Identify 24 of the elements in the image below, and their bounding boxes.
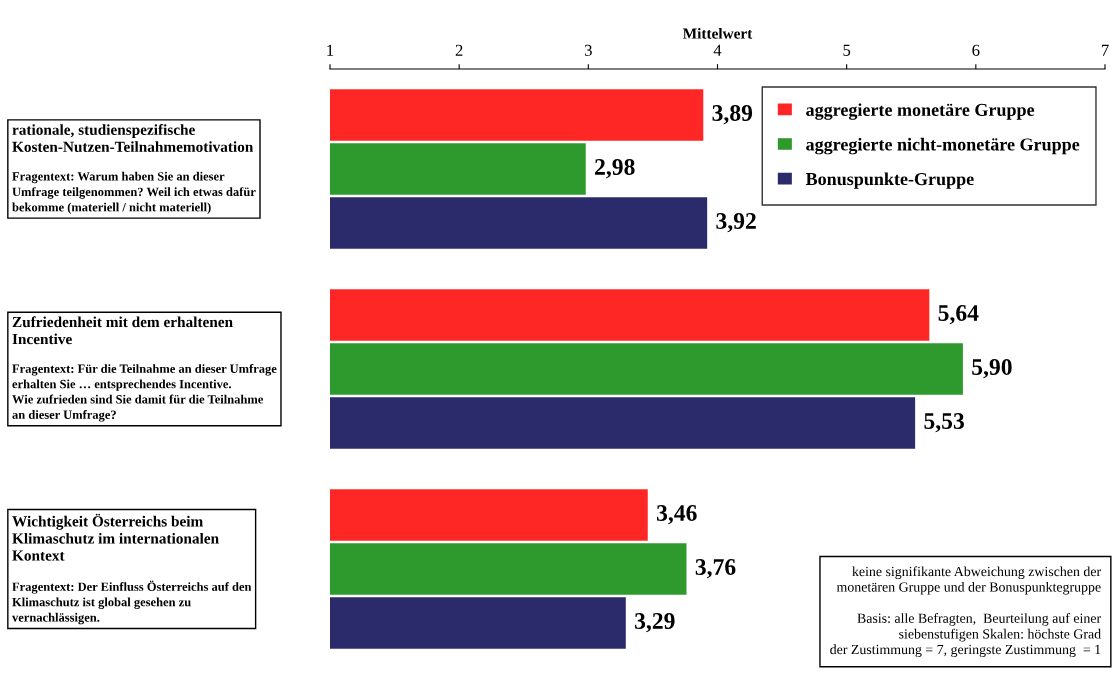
data-label: 3,29	[635, 613, 675, 633]
category-label: Wichtigkeit Österreichs beim Klimaschutz im internationalen Kontext Fragentext: Der Einfluss Österreichs auf den Klimaschutz ist global gesehen zu vernachlässigen.	[12, 513, 252, 625]
x-tick-label: 1	[327, 44, 334, 56]
data-label: 3,76	[695, 559, 736, 579]
category-label: rationale, studienspezifische Kosten-Nutzen-Teilnahmemotivation Fragentext: Warum haben Sie an dieser Umfrage teilgenommen? Weil ich etwas dafür bekomme (materiell / nicht materiell)	[12, 124, 256, 214]
data-label: 3,92	[716, 213, 756, 233]
x-tick-label: 4	[713, 44, 722, 56]
x-tick-label: 2	[455, 44, 463, 56]
data-label: 3,89	[712, 104, 753, 125]
data-label: 5,53	[924, 413, 964, 433]
legend-label: Bonuspunkte-Gruppe	[805, 172, 974, 189]
data-label: 5,64	[938, 305, 979, 325]
legend-label: aggregierte monetäre Gruppe	[806, 103, 1035, 120]
x-tick-label: 3	[584, 44, 592, 56]
data-label: 5,90	[972, 358, 1012, 379]
x-tick-label: 6	[972, 44, 980, 56]
x-tick-label: 5	[843, 44, 851, 56]
x-axis-title: Mittelwert	[682, 28, 753, 39]
category-label: Zufriedenheit mit dem erhaltenen Incentive Fragentext: Für die Teilnahme an dieser Umfrage erhalten Sie … entsprechendes Incentive. Wie zufrieden sind Sie damit für die Teilnahme an dieser Umfrage?	[12, 316, 277, 422]
x-tick-label: 7	[1101, 44, 1109, 56]
text: keine signifikante Abweichung zwischen der monetären Gruppe und der Bonuspunktegruppe Basis: alle Befragten, Beurteilung auf einer siebenstufigen Skalen: höchste Grad der Zustimmung = 7, geringste Zustimmung = 1	[830, 566, 1101, 657]
data-label: 2,98	[595, 158, 635, 179]
legend-label: aggregierte nicht-monetäre Gruppe	[806, 137, 1080, 155]
data-label: 3,46	[656, 505, 697, 525]
